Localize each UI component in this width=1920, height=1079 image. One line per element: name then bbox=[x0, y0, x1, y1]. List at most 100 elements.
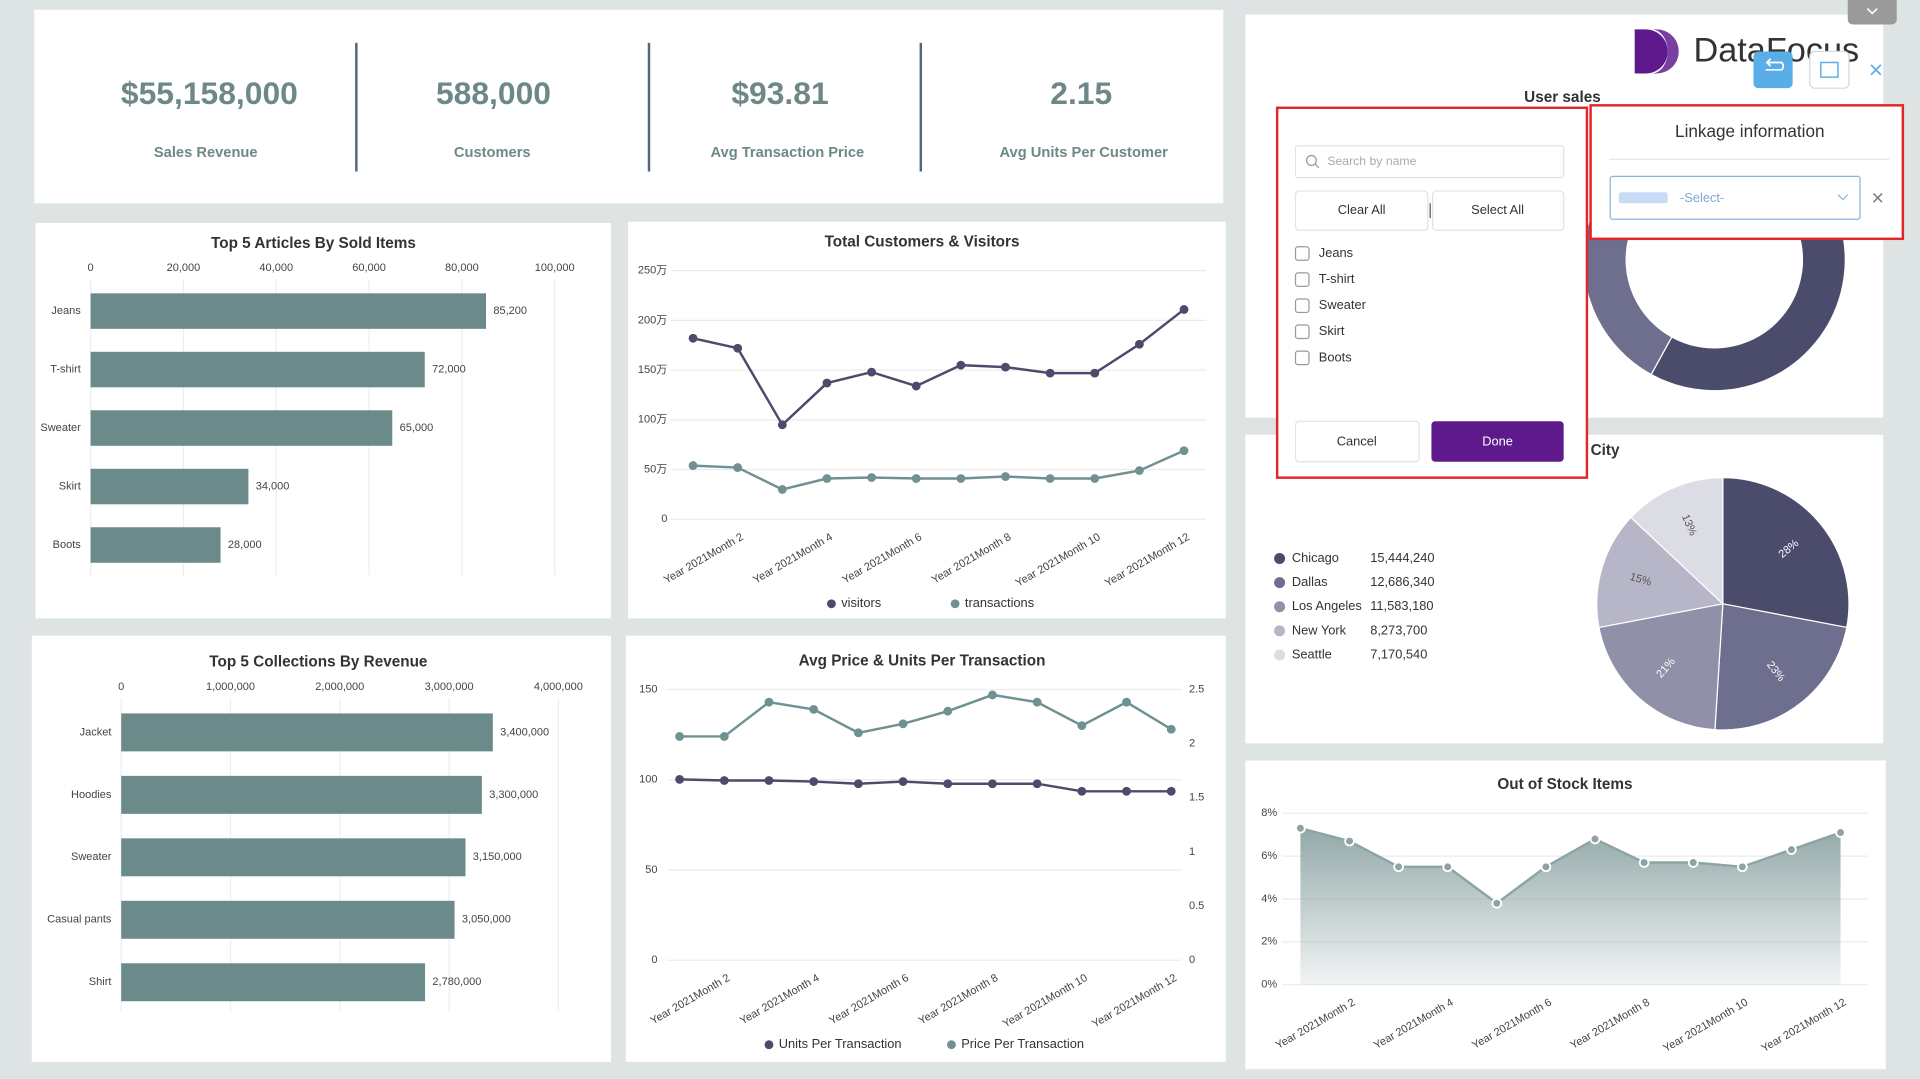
point bbox=[988, 779, 997, 789]
y-tick-label: 4% bbox=[1261, 893, 1277, 905]
bar bbox=[121, 838, 466, 877]
button-label: Clear All bbox=[1338, 202, 1386, 217]
y2-tick-label: 2 bbox=[1189, 738, 1195, 750]
value-label: 8,273,700 bbox=[1370, 622, 1427, 637]
y-tick-label: 50万 bbox=[644, 463, 667, 475]
kpi-label: Customers bbox=[454, 145, 531, 161]
point bbox=[822, 378, 832, 388]
close-icon[interactable] bbox=[1872, 192, 1883, 203]
point bbox=[1166, 724, 1176, 734]
kpi-label: Avg Transaction Price bbox=[710, 145, 864, 161]
layout-button[interactable] bbox=[1809, 50, 1850, 89]
kpi-value: 588,000 bbox=[436, 75, 551, 111]
select-placeholder: -Select- bbox=[1680, 190, 1724, 205]
x-tick-label: 80,000 bbox=[445, 262, 479, 274]
select-all-button[interactable] bbox=[1432, 190, 1565, 231]
option-label: Boots bbox=[1319, 349, 1352, 364]
legend-marker bbox=[1274, 625, 1286, 637]
search-box[interactable] bbox=[1294, 145, 1565, 179]
y-tick-label: Jeans bbox=[51, 305, 81, 317]
y-tick-label: 6% bbox=[1261, 850, 1277, 862]
point bbox=[988, 690, 997, 700]
point bbox=[1179, 446, 1189, 456]
point bbox=[719, 776, 729, 785]
search-icon bbox=[1314, 163, 1320, 169]
legend-marker bbox=[764, 1040, 774, 1050]
line bbox=[693, 449, 1185, 491]
point bbox=[867, 367, 876, 377]
point bbox=[1179, 305, 1189, 314]
option-label: T-shirt bbox=[1319, 271, 1355, 286]
bar bbox=[121, 713, 493, 752]
chart-title: Total Customers & Visitors bbox=[825, 234, 1020, 251]
point bbox=[1442, 861, 1454, 873]
value-label: 3,300,000 bbox=[489, 789, 538, 801]
blurred-text bbox=[1618, 192, 1668, 204]
kpi-label: Sales Revenue bbox=[154, 145, 258, 161]
point bbox=[1737, 861, 1748, 873]
value-label: 28,000 bbox=[228, 539, 262, 551]
legend-marker bbox=[950, 599, 960, 609]
y-tick-label: Jacket bbox=[80, 726, 112, 738]
point bbox=[1540, 861, 1552, 873]
point bbox=[675, 774, 685, 784]
select-box[interactable] bbox=[1609, 175, 1861, 220]
kpis: $55,158,000 Sales Revenue 588,000 Custom… bbox=[121, 42, 1168, 172]
point bbox=[911, 474, 921, 483]
y-tick-label: 0 bbox=[661, 513, 667, 525]
logo-mark bbox=[1651, 29, 1679, 74]
slice bbox=[1714, 603, 1848, 731]
point bbox=[1166, 786, 1176, 796]
point bbox=[1134, 466, 1144, 475]
checkbox[interactable] bbox=[1294, 246, 1310, 261]
button-label: Done bbox=[1482, 434, 1513, 449]
point bbox=[867, 473, 876, 482]
legend-label: Price Per Transaction bbox=[961, 1036, 1084, 1051]
point bbox=[1001, 472, 1010, 481]
point bbox=[764, 776, 774, 785]
point bbox=[1077, 786, 1087, 796]
point bbox=[853, 728, 863, 738]
option-label: Jeans bbox=[1319, 245, 1353, 260]
point bbox=[943, 779, 953, 789]
done-button[interactable] bbox=[1431, 421, 1564, 462]
point bbox=[1393, 861, 1404, 873]
point bbox=[1090, 474, 1100, 483]
point bbox=[1045, 368, 1055, 378]
x-tick-label: 0 bbox=[88, 262, 94, 274]
legend-marker bbox=[1274, 649, 1286, 661]
value-label: 2,780,000 bbox=[432, 976, 481, 988]
x-tick-label: 20,000 bbox=[167, 262, 201, 274]
option-label: Skirt bbox=[1319, 323, 1345, 338]
collapse-tab[interactable] bbox=[1847, 0, 1897, 25]
point bbox=[1122, 786, 1131, 796]
bar bbox=[90, 293, 487, 329]
point bbox=[898, 719, 908, 729]
point bbox=[1122, 697, 1131, 707]
chevron-icon bbox=[1837, 194, 1849, 201]
point bbox=[688, 461, 698, 470]
filter-dialog: Search by name Clear All Select All Canc… bbox=[1275, 106, 1589, 479]
y-tick-label: 0 bbox=[651, 954, 657, 966]
y-tick-label: Boots bbox=[53, 539, 82, 551]
y-tick-label: Skirt bbox=[59, 480, 81, 492]
bar bbox=[90, 468, 249, 505]
point bbox=[943, 706, 953, 716]
checkbox[interactable] bbox=[1294, 350, 1310, 366]
clear-all-button[interactable] bbox=[1294, 190, 1429, 231]
value-label: 3,050,000 bbox=[462, 914, 511, 926]
value-label: 65,000 bbox=[400, 422, 434, 434]
dialog-title: Linkage information bbox=[1675, 121, 1824, 141]
checkbox[interactable] bbox=[1294, 272, 1310, 287]
point bbox=[1077, 721, 1087, 731]
point bbox=[719, 732, 729, 741]
cancel-button[interactable] bbox=[1294, 420, 1420, 463]
checkbox[interactable] bbox=[1294, 324, 1310, 340]
x-tick-label: 40,000 bbox=[259, 262, 293, 274]
kpi-value: $93.81 bbox=[731, 75, 828, 111]
close-icon[interactable] bbox=[1870, 64, 1882, 76]
point bbox=[1032, 697, 1042, 707]
point bbox=[911, 381, 921, 391]
checkbox[interactable] bbox=[1294, 298, 1310, 314]
